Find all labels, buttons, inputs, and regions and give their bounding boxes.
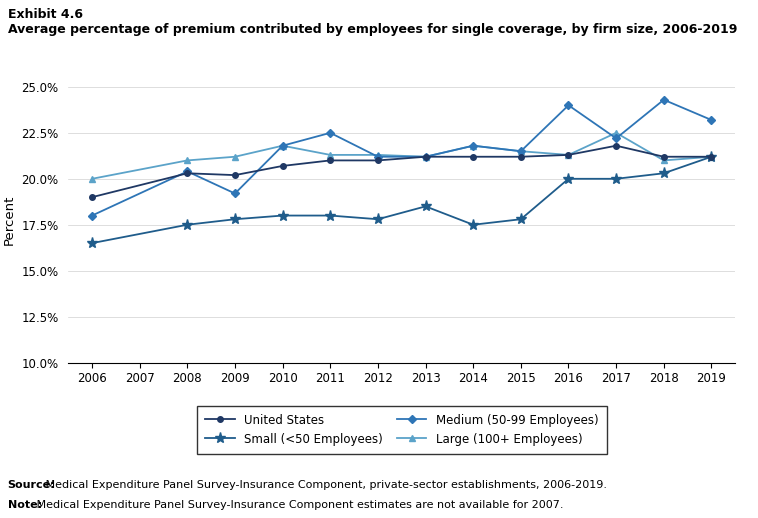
Small (<50 Employees) xyxy=(564,176,573,182)
Small (<50 Employees) xyxy=(612,176,621,182)
Small (<50 Employees) xyxy=(326,212,335,219)
Small (<50 Employees) xyxy=(230,216,240,222)
Text: Medical Expenditure Panel Survey-Insurance Component, private-sector establishme: Medical Expenditure Panel Survey-Insuran… xyxy=(42,480,606,490)
Large (100+ Employees) xyxy=(468,142,478,149)
Large (100+ Employees) xyxy=(612,130,621,136)
Line: Large (100+ Employees): Large (100+ Employees) xyxy=(89,130,715,182)
Large (100+ Employees) xyxy=(659,157,669,164)
Large (100+ Employees) xyxy=(564,152,573,158)
United States xyxy=(468,154,478,160)
United States xyxy=(564,152,573,158)
Medium (50-99 Employees) xyxy=(516,148,525,154)
Small (<50 Employees) xyxy=(516,216,525,222)
United States xyxy=(659,154,669,160)
Line: Medium (50-99 Employees): Medium (50-99 Employees) xyxy=(89,97,714,218)
Large (100+ Employees) xyxy=(374,152,383,158)
Text: Medical Expenditure Panel Survey-Insurance Component estimates are not available: Medical Expenditure Panel Survey-Insuran… xyxy=(33,500,563,510)
Small (<50 Employees) xyxy=(374,216,383,222)
Text: Average percentage of premium contributed by employees for single coverage, by f: Average percentage of premium contribute… xyxy=(8,23,737,36)
United States xyxy=(183,170,192,177)
Medium (50-99 Employees) xyxy=(183,168,192,175)
United States xyxy=(87,194,96,200)
Large (100+ Employees) xyxy=(183,157,192,164)
Medium (50-99 Employees) xyxy=(707,117,716,123)
Text: Exhibit 4.6: Exhibit 4.6 xyxy=(8,8,83,21)
Medium (50-99 Employees) xyxy=(87,212,96,219)
Medium (50-99 Employees) xyxy=(374,154,383,160)
United States xyxy=(707,154,716,160)
Large (100+ Employees) xyxy=(707,154,716,160)
Medium (50-99 Employees) xyxy=(612,135,621,141)
United States xyxy=(421,154,430,160)
Small (<50 Employees) xyxy=(87,240,96,246)
United States xyxy=(612,142,621,149)
Text: Source:: Source: xyxy=(8,480,55,490)
Text: Note:: Note: xyxy=(8,500,42,510)
Large (100+ Employees) xyxy=(516,148,525,154)
Line: Small (<50 Employees): Small (<50 Employees) xyxy=(86,151,717,249)
Small (<50 Employees) xyxy=(659,170,669,177)
United States xyxy=(278,163,287,169)
Large (100+ Employees) xyxy=(87,176,96,182)
Small (<50 Employees) xyxy=(468,222,478,228)
Medium (50-99 Employees) xyxy=(230,191,240,197)
Large (100+ Employees) xyxy=(278,142,287,149)
United States xyxy=(326,157,335,164)
Line: United States: United States xyxy=(89,143,714,200)
United States xyxy=(374,157,383,164)
Legend: United States, Small (<50 Employees), Medium (50-99 Employees), Large (100+ Empl: United States, Small (<50 Employees), Me… xyxy=(197,406,606,454)
Medium (50-99 Employees) xyxy=(659,97,669,103)
Large (100+ Employees) xyxy=(421,154,430,160)
Medium (50-99 Employees) xyxy=(564,102,573,108)
Large (100+ Employees) xyxy=(326,152,335,158)
Small (<50 Employees) xyxy=(183,222,192,228)
Y-axis label: Percent: Percent xyxy=(3,195,16,246)
Small (<50 Employees) xyxy=(278,212,287,219)
United States xyxy=(516,154,525,160)
Large (100+ Employees) xyxy=(230,154,240,160)
Small (<50 Employees) xyxy=(707,154,716,160)
United States xyxy=(230,172,240,178)
Medium (50-99 Employees) xyxy=(421,154,430,160)
Medium (50-99 Employees) xyxy=(278,142,287,149)
Small (<50 Employees) xyxy=(421,203,430,209)
Medium (50-99 Employees) xyxy=(468,142,478,149)
Medium (50-99 Employees) xyxy=(326,130,335,136)
